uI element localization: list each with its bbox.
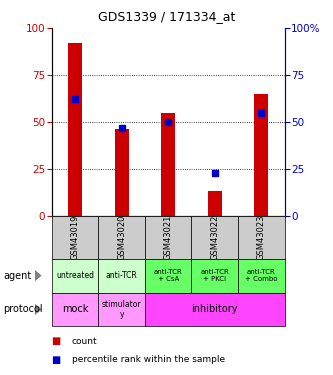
Text: GSM43019: GSM43019 bbox=[70, 214, 80, 260]
Bar bbox=[52, 259, 98, 292]
Bar bbox=[68, 43, 82, 216]
Text: anti-TCR
+ CsA: anti-TCR + CsA bbox=[154, 269, 182, 282]
Bar bbox=[145, 292, 285, 326]
Text: mock: mock bbox=[62, 304, 88, 314]
Bar bbox=[238, 259, 285, 292]
Text: GSM43020: GSM43020 bbox=[117, 214, 126, 260]
Text: anti-TCR
+ Combo: anti-TCR + Combo bbox=[245, 269, 278, 282]
Bar bbox=[115, 129, 129, 216]
Text: GSM43023: GSM43023 bbox=[257, 214, 266, 260]
Text: GSM43022: GSM43022 bbox=[210, 214, 219, 260]
Bar bbox=[254, 94, 268, 216]
Text: GDS1339 / 171334_at: GDS1339 / 171334_at bbox=[98, 10, 235, 24]
Bar bbox=[145, 216, 191, 259]
Text: inhibitory: inhibitory bbox=[191, 304, 238, 314]
Bar bbox=[208, 191, 222, 216]
Bar bbox=[191, 216, 238, 259]
Text: anti-TCR: anti-TCR bbox=[106, 271, 138, 280]
Text: count: count bbox=[72, 337, 97, 346]
Bar bbox=[161, 112, 175, 216]
Bar bbox=[191, 259, 238, 292]
Bar bbox=[238, 216, 285, 259]
Text: ■: ■ bbox=[52, 355, 61, 365]
Text: GSM43021: GSM43021 bbox=[164, 214, 173, 260]
Bar bbox=[52, 292, 98, 326]
Text: anti-TCR
+ PKCi: anti-TCR + PKCi bbox=[200, 269, 229, 282]
Bar bbox=[145, 259, 191, 292]
Bar bbox=[98, 259, 145, 292]
Text: agent: agent bbox=[3, 271, 32, 280]
Text: untreated: untreated bbox=[56, 271, 94, 280]
Bar bbox=[98, 292, 145, 326]
Bar bbox=[52, 216, 98, 259]
Text: percentile rank within the sample: percentile rank within the sample bbox=[72, 356, 225, 364]
Text: protocol: protocol bbox=[3, 304, 43, 314]
Text: ■: ■ bbox=[52, 336, 61, 346]
Text: stimulator
y: stimulator y bbox=[102, 300, 141, 319]
Bar bbox=[98, 216, 145, 259]
